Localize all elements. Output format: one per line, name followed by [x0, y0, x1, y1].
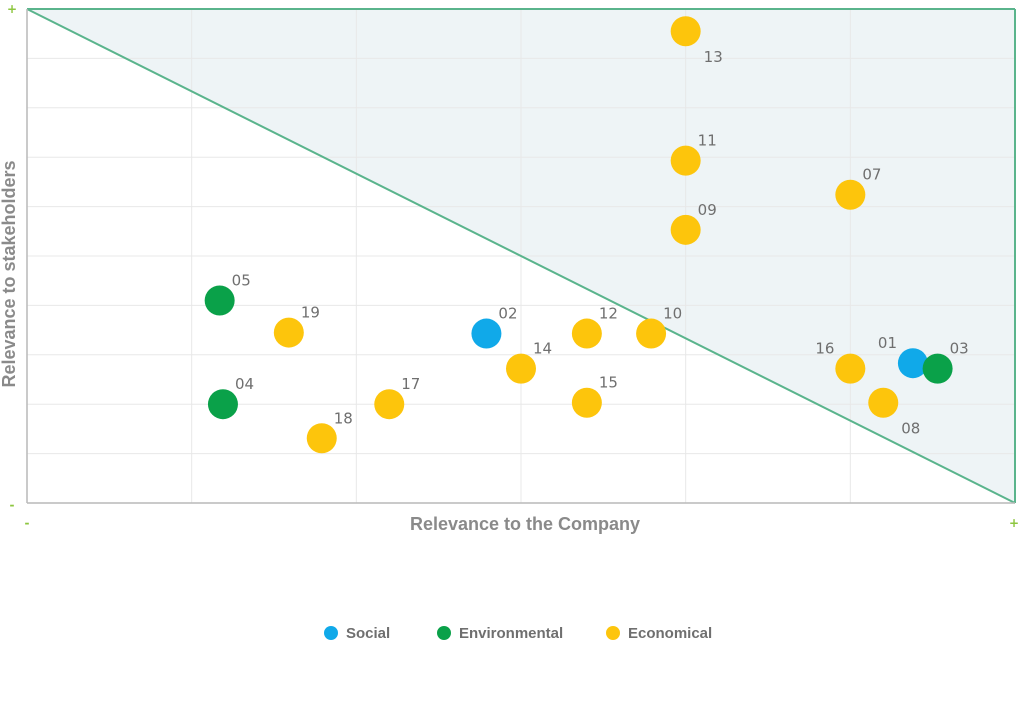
point-label-03: 03 — [950, 340, 969, 358]
data-point-14 — [506, 353, 536, 384]
x-axis-min-mark: - — [25, 516, 30, 530]
y-axis-max-mark: + — [7, 2, 17, 16]
y-axis-title: Relevance to stakeholders — [0, 160, 19, 387]
legend-swatch-environmental — [437, 626, 451, 640]
point-label-18: 18 — [334, 409, 353, 427]
point-label-02: 02 — [498, 305, 517, 323]
data-point-08 — [868, 387, 899, 418]
data-point-05 — [204, 285, 235, 316]
data-point-17 — [374, 389, 405, 420]
data-point-18 — [306, 423, 337, 454]
point-label-10: 10 — [663, 305, 682, 323]
legend-label-environmental: Environmental — [459, 625, 563, 642]
point-label-04: 04 — [235, 375, 254, 393]
legend-swatch-economical — [606, 626, 620, 640]
legend-label-economical: Economical — [628, 625, 712, 642]
data-point-11 — [670, 145, 701, 176]
diagonal-threshold-line — [26, 8, 1016, 504]
data-point-03 — [922, 353, 953, 384]
y-axis-min-mark: - — [10, 498, 15, 512]
point-label-01: 01 — [878, 334, 897, 352]
point-label-11: 11 — [698, 132, 717, 150]
data-point-16 — [835, 353, 866, 384]
point-label-17: 17 — [401, 375, 420, 393]
legend-swatch-social — [324, 626, 338, 640]
point-label-09: 09 — [698, 201, 717, 219]
data-point-02 — [471, 318, 502, 349]
point-label-05: 05 — [232, 271, 251, 289]
data-point-04 — [207, 389, 238, 420]
grid-layer — [27, 9, 1015, 503]
point-label-19: 19 — [301, 304, 320, 322]
data-point-19 — [273, 317, 304, 348]
point-label-08: 08 — [901, 420, 920, 438]
x-axis-max-mark: + — [1009, 516, 1019, 530]
legend-label-social: Social — [346, 625, 390, 642]
x-axis-title: Relevance to the Company — [410, 514, 640, 534]
data-point-09 — [670, 214, 701, 245]
data-point-13 — [670, 16, 701, 47]
legend: Social Environmental Economical — [324, 625, 712, 642]
point-labels-layer: 01 02 03 04 05 07 08 09 10 11 12 13 14 15 16 17 18 19 — [232, 48, 969, 437]
point-label-15: 15 — [599, 374, 618, 392]
points-layer — [204, 16, 953, 454]
point-label-13: 13 — [704, 48, 723, 66]
data-point-15 — [571, 387, 602, 418]
point-label-07: 07 — [862, 166, 881, 184]
axes-layer — [26, 8, 1016, 504]
point-label-16: 16 — [815, 340, 834, 358]
data-point-07 — [835, 179, 866, 210]
point-label-14: 14 — [533, 340, 552, 358]
data-point-10 — [636, 318, 667, 349]
data-point-12 — [571, 318, 602, 349]
point-label-12: 12 — [599, 305, 618, 323]
data-point-01 — [897, 348, 928, 379]
